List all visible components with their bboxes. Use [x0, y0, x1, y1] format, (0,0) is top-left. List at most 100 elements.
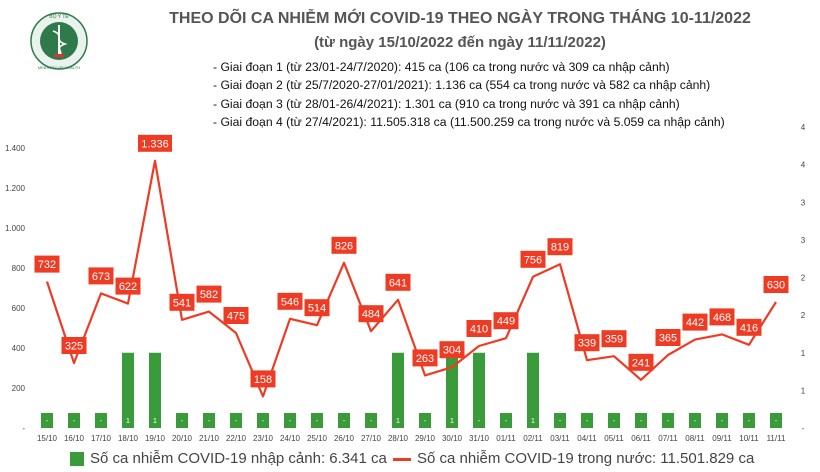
data-label: 673	[92, 271, 110, 283]
x-tick-label: 15/10	[37, 434, 58, 443]
data-label-box	[115, 277, 141, 295]
x-tick-label: 11/11	[767, 434, 786, 443]
data-label: 241	[632, 357, 650, 369]
data-label-box	[385, 273, 411, 291]
data-label: 359	[605, 334, 623, 346]
bar	[770, 413, 782, 428]
left-tick-label: -	[22, 424, 25, 433]
bar	[608, 413, 620, 428]
bar	[581, 413, 593, 428]
data-label-box	[601, 330, 627, 348]
legend-line-label: Số ca nhiễm COVID-19 trong nước: 11.501.…	[417, 450, 755, 467]
right-tick-label: 4	[801, 123, 806, 132]
data-label: 449	[497, 316, 515, 328]
bar	[662, 413, 674, 428]
bar	[95, 413, 107, 428]
x-tick-label: 07/11	[658, 434, 678, 443]
left-tick-label: 600	[12, 304, 26, 313]
legend-line: Số ca nhiễm COVID-19 trong nước: 11.501.…	[393, 450, 754, 467]
data-label-box	[250, 370, 276, 388]
left-tick-label: 200	[12, 384, 26, 393]
data-label-box	[34, 255, 60, 273]
bar-value-label: 1	[153, 416, 157, 425]
data-label-box	[61, 337, 87, 354]
x-tick-label: 29/10	[415, 434, 436, 443]
right-tick-label: 4	[801, 161, 806, 170]
x-tick-label: 06/11	[631, 434, 651, 443]
bar	[365, 413, 377, 428]
right-tick-label: 2	[801, 274, 806, 283]
x-tick-label: 19/10	[145, 434, 166, 443]
legend-bar: Số ca nhiễm COVID-19 nhập cảnh: 6.341 ca	[70, 450, 387, 467]
x-tick-label: 16/10	[64, 434, 85, 443]
right-tick-label: 1	[801, 386, 806, 395]
logo-text-bottom: MINISTRY OF HEALTH	[38, 65, 80, 70]
bar-value-label: -	[100, 416, 103, 425]
x-tick-label: 08/11	[685, 434, 705, 443]
x-tick-label: 22/10	[226, 434, 247, 443]
bar-value-label: -	[343, 416, 346, 425]
data-label-box	[682, 313, 708, 331]
bar	[311, 413, 323, 428]
left-axis: - 200 400 600 800 1.000 1.200 1.400	[5, 144, 26, 433]
data-label: 514	[308, 303, 326, 315]
data-label-box	[520, 250, 546, 268]
data-label-box	[304, 299, 330, 317]
legend-line-swatch	[393, 457, 411, 461]
x-tick-label: 01/11	[496, 434, 516, 443]
data-label: 541	[173, 297, 191, 309]
data-label-box	[439, 341, 465, 359]
legend-bar-swatch	[70, 452, 84, 467]
bar	[473, 352, 485, 428]
legend-bar-label: Số ca nhiễm COVID-19 nhập cảnh: 6.341 ca	[90, 450, 387, 467]
bar	[689, 413, 701, 428]
x-tick-label: 24/10	[280, 434, 301, 443]
bar-value-label: 1	[450, 416, 454, 425]
data-label-box	[574, 334, 600, 352]
data-label: 546	[281, 296, 299, 308]
data-label: 475	[227, 311, 245, 323]
data-label-box	[138, 134, 172, 152]
bar-value-label: -	[748, 416, 751, 425]
bar-value-label: -	[775, 416, 778, 425]
data-label: 819	[551, 242, 569, 254]
left-tick-label: 1.400	[5, 144, 26, 153]
data-label-box	[547, 238, 573, 256]
data-label: 304	[443, 345, 461, 357]
bar	[176, 413, 188, 428]
data-label: 582	[200, 289, 218, 301]
bar	[743, 413, 755, 428]
bar	[257, 413, 269, 428]
data-label-box	[655, 329, 681, 346]
data-label: 641	[389, 277, 407, 289]
x-tick-label: 26/10	[334, 434, 355, 443]
data-label: 484	[362, 309, 380, 321]
data-label: 468	[713, 312, 731, 324]
data-label: 339	[578, 338, 596, 350]
bar	[635, 413, 647, 428]
bar-value-label: -	[505, 416, 508, 425]
data-label-box	[493, 312, 519, 330]
right-tick-label: 1	[801, 349, 806, 358]
bar-value-label: -	[316, 416, 319, 425]
bar-value-label: 1	[126, 416, 130, 425]
x-tick-label: 21/10	[199, 434, 220, 443]
data-label: 365	[659, 333, 677, 345]
bar-value-label: -	[640, 416, 643, 425]
bar-value-label: -	[667, 416, 670, 425]
stage-summary: - Giai đoạn 1 (từ 23/01-24/7/2020): 415 …	[213, 58, 725, 132]
bar-value-label: 1	[396, 416, 400, 425]
bar	[419, 413, 431, 428]
x-tick-label: 20/10	[172, 434, 193, 443]
bar-value-label: -	[370, 416, 373, 425]
bar-value-label: -	[73, 416, 76, 425]
data-label-box	[331, 236, 357, 254]
x-tick-label: 28/10	[388, 434, 409, 443]
logo-text-top: BỘ Y TẾ	[49, 13, 69, 20]
bar	[716, 413, 728, 428]
bar	[284, 413, 296, 428]
chart-title: THEO DÕI CA NHIỄM MỚI COVID-19 THEO NGÀY…	[169, 10, 751, 27]
data-label-box	[223, 307, 249, 324]
bar	[527, 352, 539, 428]
right-tick-label: 3	[801, 198, 806, 207]
